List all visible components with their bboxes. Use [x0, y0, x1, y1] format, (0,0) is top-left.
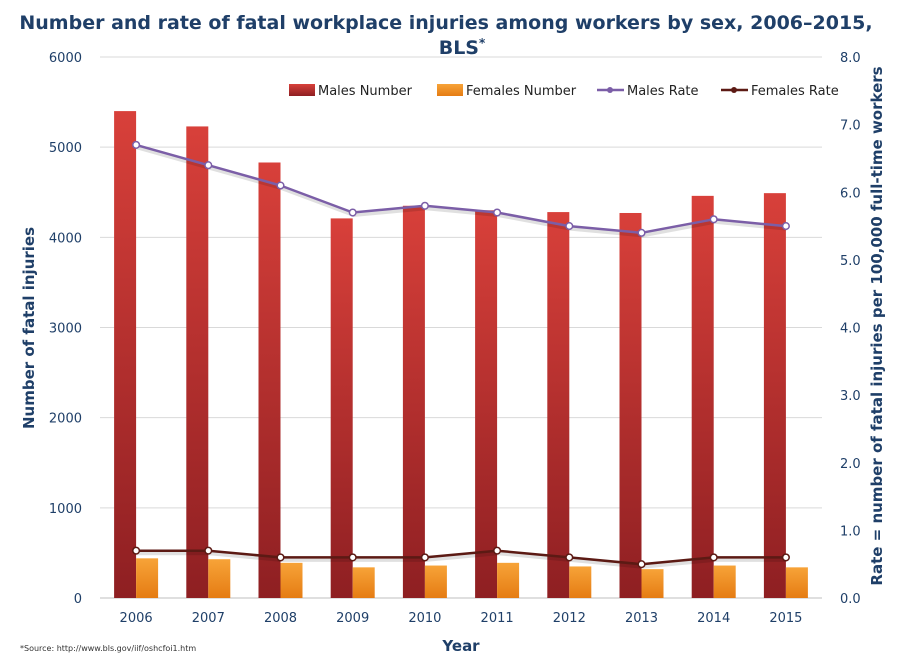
bar-males-number-2008 — [258, 162, 281, 598]
line-shadow-males-rate — [136, 144, 788, 238]
point-females-rate-2013 — [637, 560, 646, 569]
point-females-rate-2008 — [276, 553, 285, 562]
bar-females-number-2014 — [713, 565, 736, 598]
y2-tick-label: 5.0 — [840, 254, 861, 269]
line-males-rate — [135, 143, 787, 235]
point-males-rate-2014 — [709, 215, 718, 224]
y-axis-ticks: 0 1000 2000 3000 4000 5000 6000 — [49, 51, 82, 607]
y-tick-label: 4000 — [49, 231, 82, 246]
bar-females-number-2012 — [569, 566, 592, 598]
legend: Males Number Females Number Males Rate F… — [289, 84, 839, 99]
legend-label-females-number: Females Number — [466, 84, 577, 99]
bar-females-number-2015 — [785, 567, 808, 598]
y2-axis-ticks: 0.0 1.0 2.0 3.0 4.0 5.0 6.0 7.0 8.0 — [840, 51, 861, 607]
bar-males-number-2015 — [763, 193, 786, 598]
x-tick-label: 2012 — [553, 611, 586, 626]
bars — [114, 111, 808, 599]
legend-marker-males-rate — [607, 87, 613, 93]
bar-females-number-2013 — [641, 569, 664, 598]
y-tick-label: 5000 — [49, 141, 82, 156]
x-tick-label: 2014 — [697, 611, 730, 626]
bar-females-number-2008 — [280, 562, 303, 598]
bar-males-number-2013 — [619, 212, 642, 598]
point-females-rate-2014 — [709, 553, 718, 562]
bar-males-number-2012 — [547, 212, 570, 598]
bar-females-number-2010 — [424, 565, 447, 598]
y2-tick-label: 4.0 — [840, 322, 861, 337]
y-tick-label: 0 — [74, 592, 82, 607]
point-females-rate-2010 — [420, 553, 429, 562]
y-axis-label: Number of fatal injuries — [20, 227, 38, 429]
point-males-rate-2011 — [493, 208, 502, 217]
y2-axis-label: Rate = number of fatal injuries per 100,… — [868, 66, 886, 585]
y2-tick-label: 1.0 — [840, 524, 861, 539]
point-males-rate-2013 — [637, 228, 646, 237]
x-tick-label: 2008 — [264, 611, 297, 626]
legend-label-males-rate: Males Rate — [627, 84, 699, 99]
y2-tick-label: 8.0 — [840, 51, 861, 66]
bar-females-number-2011 — [497, 562, 520, 598]
point-males-rate-2009 — [348, 208, 357, 217]
point-males-rate-2015 — [781, 222, 790, 231]
point-females-rate-2007 — [204, 546, 213, 555]
x-tick-label: 2013 — [625, 611, 658, 626]
y-tick-label: 2000 — [49, 412, 82, 427]
line-shadow-females-rate — [137, 550, 787, 569]
point-males-rate-2012 — [565, 222, 574, 231]
source-note: *Source: http://www.bls.gov/iif/oshcfoi1… — [20, 644, 196, 653]
bar-males-number-2007 — [186, 126, 209, 598]
bar-females-number-2006 — [136, 558, 159, 598]
y-tick-label: 1000 — [49, 502, 82, 517]
rate-lines — [132, 140, 790, 569]
point-females-rate-2015 — [781, 553, 790, 562]
x-tick-label: 2009 — [336, 611, 369, 626]
point-males-rate-2007 — [204, 161, 213, 170]
point-females-rate-2006 — [132, 546, 141, 555]
x-tick-label: 2007 — [192, 611, 225, 626]
y-tick-label: 3000 — [49, 322, 82, 337]
bar-males-number-2011 — [475, 210, 498, 599]
point-females-rate-2009 — [348, 553, 357, 562]
x-tick-label: 2011 — [481, 611, 514, 626]
chart-title: Number and rate of fatal workplace injur… — [19, 12, 872, 34]
legend-label-males-number: Males Number — [318, 84, 413, 99]
chart-title-footnote-mark: * — [479, 36, 486, 50]
gridlines — [100, 56, 822, 599]
y2-tick-label: 2.0 — [840, 457, 861, 472]
point-females-rate-2011 — [493, 546, 502, 555]
y2-tick-label: 3.0 — [840, 389, 861, 404]
point-males-rate-2008 — [276, 181, 285, 190]
line-females-rate — [136, 549, 786, 566]
point-males-rate-2006 — [132, 140, 141, 149]
legend-marker-females-rate — [731, 87, 737, 93]
x-axis-label: Year — [441, 637, 480, 655]
point-females-rate-2012 — [565, 553, 574, 562]
legend-swatch-females-number — [437, 84, 463, 96]
x-tick-label: 2015 — [769, 611, 802, 626]
y-tick-label: 6000 — [49, 51, 82, 66]
x-tick-label: 2006 — [120, 611, 153, 626]
bar-females-number-2009 — [352, 567, 375, 598]
bar-females-number-2007 — [208, 559, 231, 598]
legend-label-females-rate: Females Rate — [751, 84, 839, 99]
legend-swatch-males-number — [289, 84, 315, 96]
bar-males-number-2009 — [330, 218, 353, 599]
y2-tick-label: 0.0 — [840, 592, 861, 607]
bar-males-number-2006 — [114, 111, 137, 598]
chart-title-line2-text: BLS — [439, 37, 479, 59]
y2-tick-label: 7.0 — [840, 119, 861, 134]
y2-tick-label: 6.0 — [840, 186, 861, 201]
chart-title-line2: BLS* — [439, 36, 486, 59]
bar-males-number-2014 — [691, 195, 714, 598]
point-males-rate-2010 — [420, 201, 429, 210]
x-tick-label: 2010 — [408, 611, 441, 626]
bar-males-number-2010 — [402, 205, 425, 598]
x-axis-ticks: 2006 2007 2008 2009 2010 2011 2012 2013 2014 2015 — [120, 611, 803, 626]
